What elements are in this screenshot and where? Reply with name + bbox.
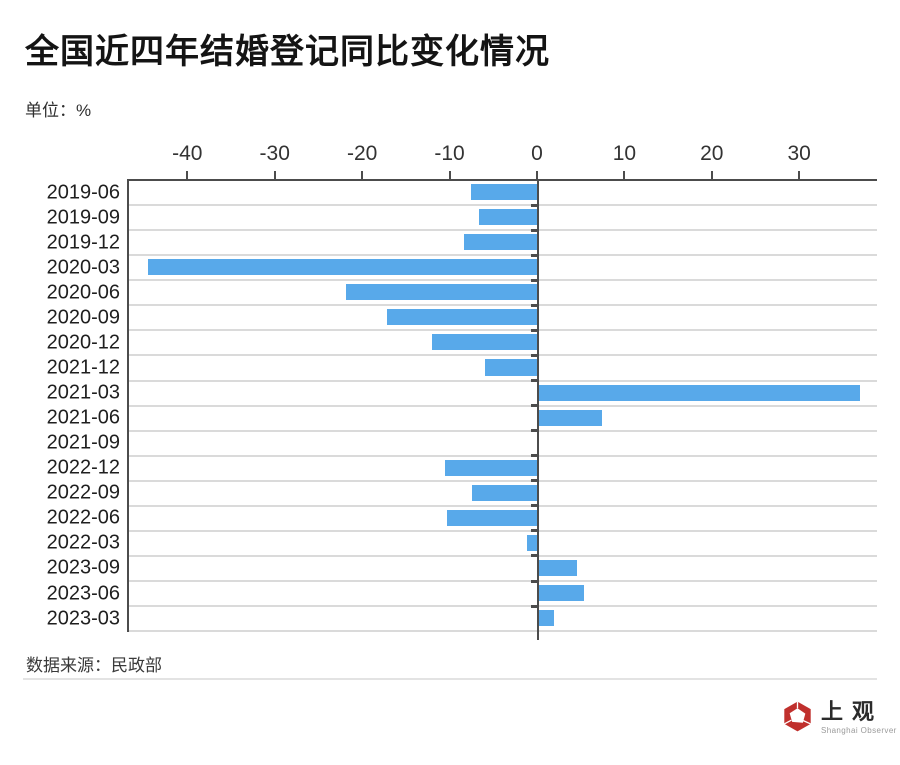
zero-axis-tick: [530, 203, 539, 207]
x-tick-label: -30: [259, 142, 290, 165]
category-label: 2021-09: [46, 431, 120, 454]
value-bar: [387, 309, 538, 326]
category-label: 2020-03: [46, 256, 120, 279]
category-label: 2020-12: [46, 331, 120, 354]
category-label: 2023-06: [46, 582, 120, 605]
logo-cn-text: 上观: [821, 699, 884, 724]
category-label: 2021-12: [46, 356, 120, 379]
category-row: 2021-03: [47, 382, 877, 408]
value-bar: [445, 459, 538, 476]
value-bar: [484, 359, 538, 376]
category-label: 2021-06: [46, 406, 120, 429]
value-bar: [537, 610, 555, 627]
category-row: 2019-06: [47, 181, 877, 207]
category-row: 2021-12: [47, 356, 877, 382]
source-note: 数据来源：民政部: [26, 656, 162, 675]
value-bar: [472, 484, 538, 501]
page-title: 全国近四年结婚登记同比变化情况: [25, 33, 550, 71]
x-tick-mark: [710, 171, 713, 179]
zero-axis-tick: [530, 529, 539, 533]
x-tick-mark: [273, 171, 276, 179]
x-tick-mark: [186, 171, 189, 179]
zero-axis-tick: [530, 379, 539, 382]
category-label: 2019-06: [46, 181, 120, 204]
category-label: 2019-12: [46, 231, 120, 254]
category-label: 2020-06: [46, 281, 120, 304]
zero-axis-tick: [530, 429, 539, 433]
x-tick-label: 20: [700, 142, 724, 165]
value-bar: [537, 409, 603, 426]
footer-divider: [23, 678, 877, 680]
value-bar: [463, 234, 538, 251]
category-label: 2020-09: [46, 306, 120, 329]
logo-text: 上观 Shanghai Observer: [821, 699, 897, 736]
category-row: 2020-06: [47, 281, 877, 307]
zero-axis-tick: [530, 454, 539, 458]
plot-area: 2019-06 2019-09 2019-12 2020-03 2020-06 2020-…: [47, 179, 877, 640]
category-row: 2021-06: [47, 407, 877, 433]
zero-axis-tick: [530, 604, 539, 608]
x-tick-label: 30: [787, 142, 811, 165]
value-bar: [346, 284, 538, 301]
zero-axis-tick: [530, 328, 539, 332]
category-label: 2019-09: [46, 206, 120, 229]
category-row: 2022-06: [47, 507, 877, 533]
x-tick-label: 0: [531, 142, 543, 165]
publisher-logo: 上观 Shanghai Observer: [781, 699, 897, 738]
category-label: 2023-09: [46, 556, 120, 579]
x-tick-mark: [798, 171, 801, 179]
zero-axis-tick: [530, 278, 539, 282]
value-bar: [447, 509, 538, 526]
category-row: 2023-03: [47, 607, 877, 633]
value-bar: [148, 259, 538, 276]
category-row: 2022-03: [47, 532, 877, 558]
value-bar: [431, 334, 538, 351]
value-bar: [537, 384, 860, 401]
category-label: 2022-12: [46, 456, 120, 479]
category-row: 2020-12: [47, 331, 877, 357]
category-row: 2022-09: [47, 482, 877, 508]
x-tick-label: 10: [612, 142, 637, 165]
x-tick-mark: [623, 171, 626, 179]
category-label: 2023-03: [46, 607, 120, 630]
value-bar: [537, 559, 578, 576]
zero-axis-tick: [530, 253, 539, 257]
value-bar: [537, 585, 585, 602]
category-row: 2020-09: [47, 306, 877, 332]
logo-en-text: Shanghai Observer: [821, 726, 897, 736]
category-label: 2022-06: [46, 506, 120, 529]
x-tick-label: -10: [434, 142, 465, 165]
zero-axis-tick: [530, 353, 539, 357]
x-tick-label: -40: [172, 142, 203, 165]
value-bar: [470, 184, 538, 201]
category-row: 2021-09: [47, 432, 877, 458]
category-row: 2019-12: [47, 231, 877, 257]
x-tick-mark: [448, 171, 451, 179]
logo-hexagon-icon: [781, 700, 814, 738]
zero-axis-tick: [530, 404, 539, 408]
zero-axis-tick: [530, 554, 539, 558]
zero-axis-tick: [530, 504, 539, 508]
zero-axis-tick: [530, 228, 539, 232]
x-tick-label: -20: [346, 142, 378, 165]
zero-axis-tick: [530, 303, 539, 307]
category-row: 2019-09: [47, 206, 877, 232]
value-bar: [479, 209, 538, 226]
category-label: 2022-09: [46, 481, 120, 504]
x-tick-mark: [535, 171, 538, 179]
x-axis: -40 -30 -20 -10 0 10 20 30: [127, 138, 877, 179]
unit-label: 单位：%: [25, 101, 92, 120]
category-row: 2020-03: [47, 256, 877, 282]
category-label: 2022-03: [46, 531, 120, 554]
value-bar: [527, 534, 538, 551]
zero-axis-tick: [530, 479, 539, 483]
category-label: 2021-03: [46, 381, 120, 404]
category-row: 2022-12: [47, 457, 877, 483]
zero-axis-tick: [530, 579, 539, 583]
category-row: 2023-06: [47, 582, 877, 608]
zero-axis-line: [536, 181, 539, 640]
category-row: 2023-09: [47, 557, 877, 583]
x-tick-mark: [361, 171, 364, 179]
